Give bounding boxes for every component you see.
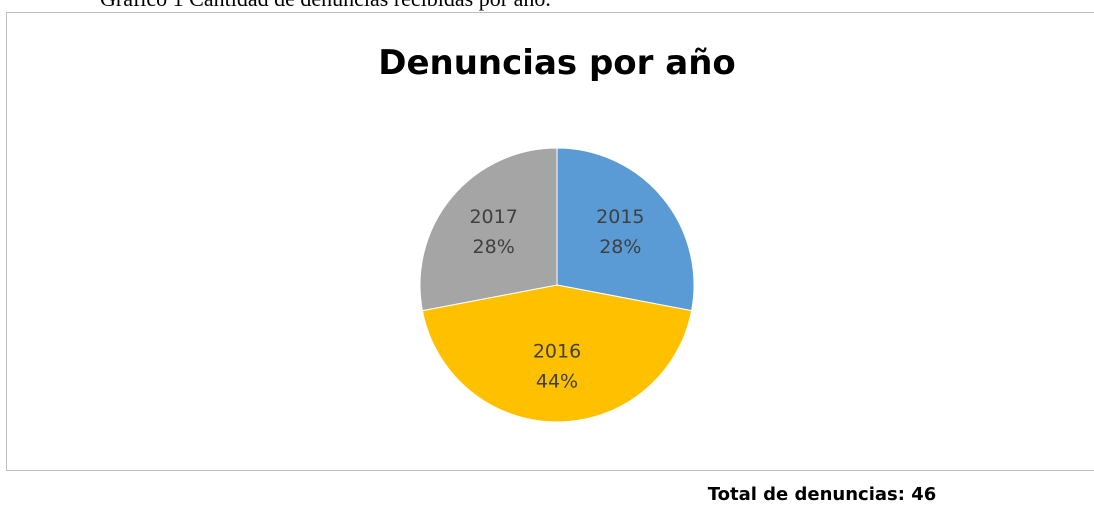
footer-total: Total de denuncias: 46 [708, 484, 937, 505]
slice-value-label: 28% [599, 236, 641, 258]
slice-category-label: 2015 [596, 206, 644, 228]
chart-title: Denuncias por año [378, 43, 736, 83]
caption: Gráfico 1 Cantidad de denuncias recibida… [100, 0, 551, 11]
slice-value-label: 28% [473, 236, 515, 258]
slice-value-label: 44% [536, 371, 578, 393]
slice-category-label: 2017 [469, 206, 517, 228]
pie-slice [419, 147, 558, 312]
pie-slice [556, 147, 695, 312]
slice-category-label: 2016 [533, 341, 581, 363]
pie-slice [421, 284, 693, 423]
